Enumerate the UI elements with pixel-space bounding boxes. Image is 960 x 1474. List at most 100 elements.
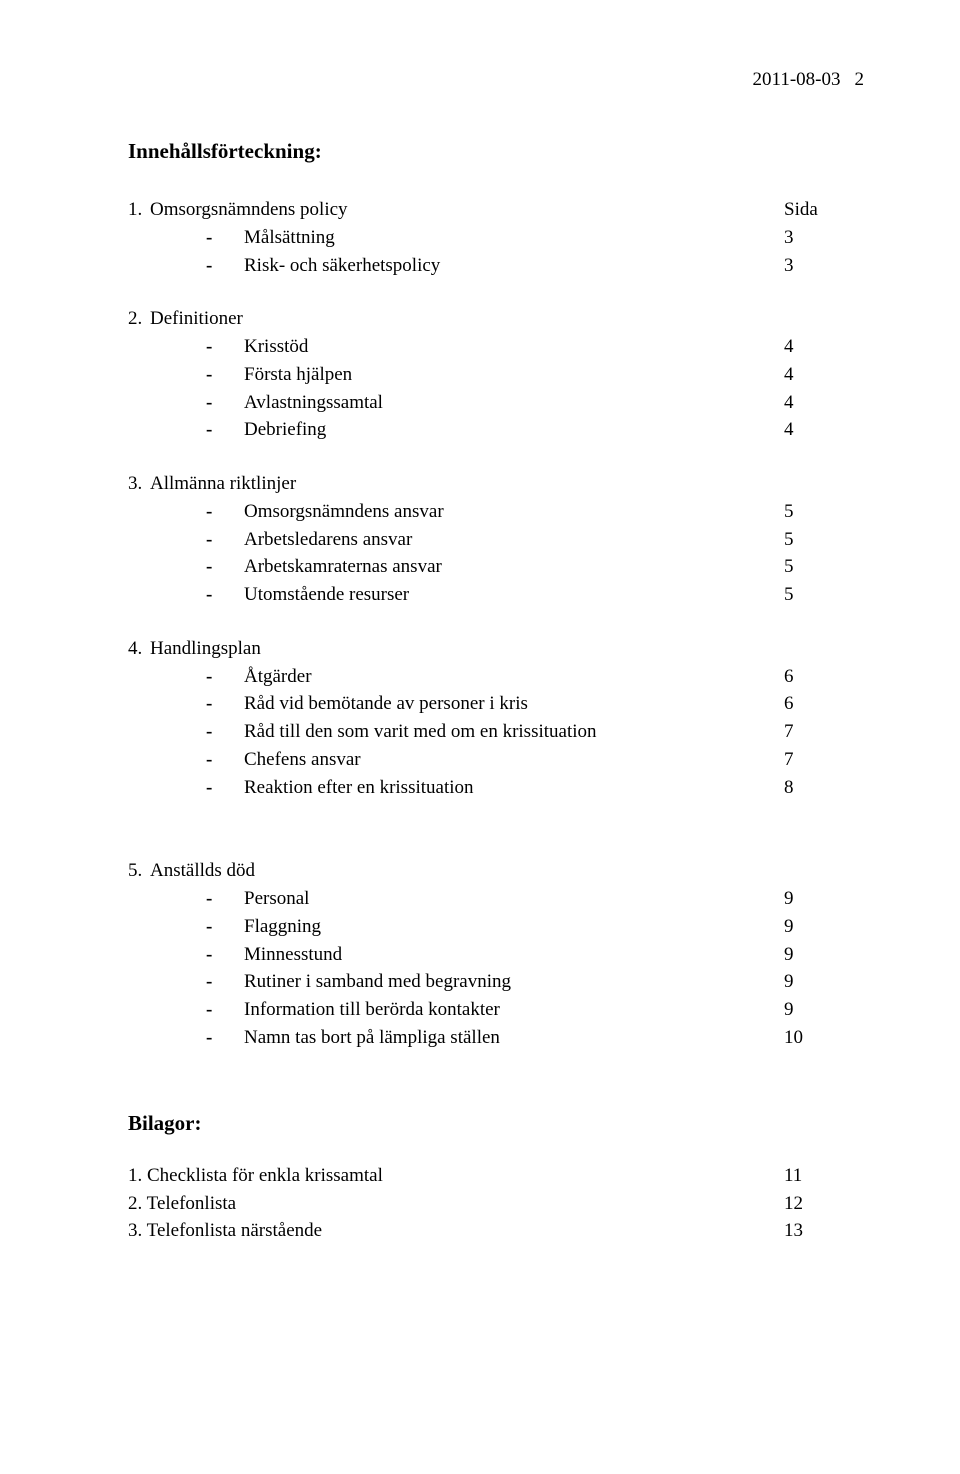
toc-entry: -Debriefing 4 [128, 418, 864, 442]
toc-entry-page: 7 [784, 749, 794, 770]
toc-entry-label: Rutiner i samband med begravning [244, 971, 511, 992]
toc-entry-label: Första hjälpen [244, 364, 352, 385]
toc-entry-label: Råd till den som varit med om en krissit… [244, 721, 597, 742]
toc-entry: -Namn tas bort på lämpliga ställen10 [128, 1026, 864, 1050]
dash-icon: - [206, 887, 244, 911]
toc-entry-page: 4 [784, 364, 794, 385]
page-column-label: Sida [784, 199, 818, 220]
toc-entry-page: 5 [784, 556, 794, 577]
appendix-label: Telefonlista närstående [147, 1220, 322, 1241]
appendix-entry: 3. Telefonlista närstående 13 [128, 1219, 864, 1243]
toc-section-title: Handlingsplan [150, 637, 261, 661]
appendix-page: 11 [784, 1165, 802, 1186]
toc-section-heading: 5.Anställds död [128, 859, 864, 883]
appendices-title: Bilagor: [128, 1110, 864, 1136]
toc-entry-label: Personal [244, 888, 309, 909]
appendix-entry: 1. Checklista för enkla krissamtal 11 [128, 1164, 864, 1188]
appendix-label: Checklista för enkla krissamtal [147, 1165, 383, 1186]
toc-entry-page: 4 [784, 336, 794, 357]
toc-entry-page: 5 [784, 529, 794, 550]
table-of-contents: 1.Omsorgsnämndens policySida-Målsättning… [128, 198, 864, 1050]
dash-icon: - [206, 692, 244, 716]
dash-icon: - [206, 970, 244, 994]
toc-entry-label: Reaktion efter en krissituation [244, 777, 474, 798]
toc-entry-page: 9 [784, 999, 794, 1020]
toc-entry: -Personal 9 [128, 887, 864, 911]
appendix-number: 3. [128, 1220, 147, 1241]
appendix-page: 13 [784, 1220, 803, 1241]
toc-entry: -Krisstöd4 [128, 335, 864, 359]
toc-entry: -Minnesstund 9 [128, 943, 864, 967]
toc-entry-page: 6 [784, 666, 794, 687]
document-page: 2011-08-03 2 Innehållsförteckning: 1.Oms… [0, 0, 960, 1474]
toc-entry-label: Avlastningssamtal [244, 392, 383, 413]
toc-entry: -Utomstående resurser5 [128, 583, 864, 607]
dash-icon: - [206, 528, 244, 552]
toc-entry: -Arbetsledarens ansvar 5 [128, 528, 864, 552]
toc-entry-page: 4 [784, 392, 794, 413]
dash-icon: - [206, 665, 244, 689]
toc-section-heading: 1.Omsorgsnämndens policy Sida [128, 198, 864, 222]
toc-section-title: Allmänna riktlinjer [150, 472, 296, 496]
toc-entry-page: 6 [784, 693, 794, 714]
toc-entry: -Avlastningssamtal 4 [128, 391, 864, 415]
toc-entry: -Omsorgsnämndens ansvar 5 [128, 500, 864, 524]
toc-entry-label: Chefens ansvar [244, 749, 361, 770]
dash-icon: - [206, 720, 244, 744]
toc-section-number: 1. [128, 198, 150, 222]
toc-section-heading: 3.Allmänna riktlinjer [128, 472, 864, 496]
toc-entry: -Rutiner i samband med begravning9 [128, 970, 864, 994]
toc-entry-page: 9 [784, 888, 794, 909]
toc-entry-label: Debriefing [244, 419, 326, 440]
appendices-list: 1. Checklista för enkla krissamtal 11 2. T… [128, 1164, 864, 1243]
dash-icon: - [206, 555, 244, 579]
dash-icon: - [206, 998, 244, 1022]
toc-entry: -Chefens ansvar7 [128, 748, 864, 772]
toc-entry-label: Målsättning [244, 227, 335, 248]
dash-icon: - [206, 500, 244, 524]
toc-section-heading: 4.Handlingsplan [128, 637, 864, 661]
toc-entry-label: Åtgärder [244, 666, 312, 687]
toc-entry-page: 9 [784, 944, 794, 965]
dash-icon: - [206, 363, 244, 387]
toc-entry-page: 8 [784, 777, 794, 798]
page-title: Innehållsförteckning: [128, 138, 864, 164]
toc-entry-page: 4 [784, 419, 794, 440]
toc-entry-page: 7 [784, 721, 794, 742]
dash-icon: - [206, 583, 244, 607]
dash-icon: - [206, 226, 244, 250]
toc-entry-page: 3 [784, 255, 794, 276]
toc-section: 3.Allmänna riktlinjer-Omsorgsnämndens an… [128, 472, 864, 607]
toc-section: 4.Handlingsplan-Åtgärder6-Råd vid bemöta… [128, 637, 864, 800]
toc-entry-page: 9 [784, 916, 794, 937]
toc-entry-label: Arbetsledarens ansvar [244, 529, 412, 550]
toc-entry-page: 5 [784, 584, 794, 605]
appendix-number: 1. [128, 1165, 147, 1186]
toc-entry-label: Omsorgsnämndens ansvar [244, 501, 444, 522]
toc-entry: -Arbetskamraternas ansvar5 [128, 555, 864, 579]
toc-section-title: Definitioner [150, 307, 243, 331]
toc-entry-label: Flaggning [244, 916, 321, 937]
dash-icon: - [206, 943, 244, 967]
toc-entry: -Första hjälpen 4 [128, 363, 864, 387]
toc-entry: -Flaggning 9 [128, 915, 864, 939]
toc-section-title: Omsorgsnämndens policy [150, 198, 348, 222]
toc-entry-label: Råd vid bemötande av personer i kris [244, 693, 528, 714]
toc-entry-page: 10 [784, 1027, 803, 1048]
toc-entry-page: 5 [784, 501, 794, 522]
appendix-number: 2. [128, 1193, 147, 1214]
dash-icon: - [206, 418, 244, 442]
toc-section-heading: 2.Definitioner [128, 307, 864, 331]
dash-icon: - [206, 915, 244, 939]
header-page-number: 2 [855, 68, 865, 92]
toc-entry-label: Risk- och säkerhetspolicy [244, 255, 440, 276]
toc-section: 2.Definitioner-Krisstöd4-Första hjälpen4… [128, 307, 864, 442]
dash-icon: - [206, 254, 244, 278]
toc-section-number: 2. [128, 307, 150, 331]
toc-section: 5.Anställds död-Personal9-Flaggning9-Min… [128, 859, 864, 1049]
dash-icon: - [206, 776, 244, 800]
toc-entry: -Råd vid bemötande av personer i kris 6 [128, 692, 864, 716]
dash-icon: - [206, 1026, 244, 1050]
dash-icon: - [206, 391, 244, 415]
toc-entry-label: Minnesstund [244, 944, 342, 965]
